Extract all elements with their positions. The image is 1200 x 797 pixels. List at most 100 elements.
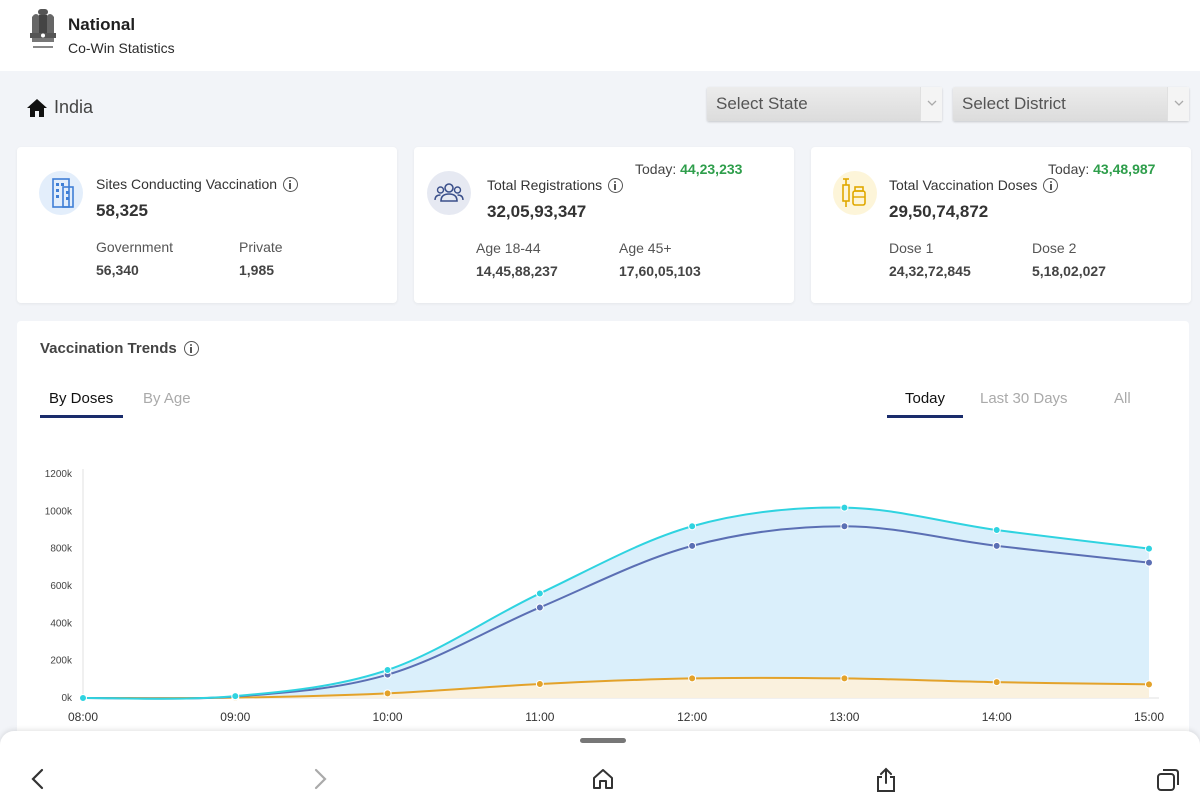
registrations-today-value: 44,23,233 (680, 161, 743, 177)
registrations-icon-badge (427, 171, 471, 215)
registrations-card: Today: 44,23,233 Total Registrations 32,… (414, 147, 794, 303)
district-select-arrow (1167, 87, 1189, 121)
state-select[interactable]: Select State (707, 87, 942, 121)
government-value: 56,340 (96, 262, 139, 278)
total-point (231, 692, 240, 701)
dose1-point (535, 603, 544, 612)
vaccination-trends-panel: Vaccination Trends By Doses By Age Today… (17, 321, 1189, 797)
y-tick-label: 800k (50, 544, 73, 555)
x-tick-label: 09:00 (220, 710, 250, 724)
doses-title: Total Vaccination Doses (889, 177, 1059, 193)
total-point (383, 666, 392, 674)
trends-title: Vaccination Trends (40, 340, 199, 357)
vaccination-trend-chart: 0k 200k 400k 600k 800k 1000k 1200k 08:00 09:00 10… (45, 469, 1164, 724)
x-tick-label: 08:00 (68, 710, 98, 724)
district-select[interactable]: Select District (953, 87, 1189, 121)
age-18-44-label: Age 18-44 (476, 240, 541, 256)
sites-title-text: Sites Conducting Vaccination (96, 176, 278, 192)
info-icon[interactable] (283, 176, 299, 192)
total-area (83, 507, 1149, 699)
doses-icon-badge (833, 171, 877, 215)
tab-by-age[interactable]: By Age (143, 390, 191, 407)
dose1-point (1145, 558, 1153, 567)
total-point (1145, 544, 1153, 553)
state-select-arrow (920, 87, 942, 121)
age-45-label: Age 45+ (619, 240, 672, 256)
private-label: Private (239, 239, 283, 255)
doses-title-text: Total Vaccination Doses (889, 177, 1038, 193)
vaccine-icon (842, 178, 866, 207)
y-tick-label: 1200k (45, 469, 73, 480)
y-tick-label: 600k (50, 581, 73, 592)
y-tick-label: 200k (50, 656, 73, 667)
tabs-icon[interactable] (1156, 768, 1180, 792)
tab-all[interactable]: All (1114, 390, 1131, 407)
registrations-title: Total Registrations (487, 177, 624, 193)
dose2-area (83, 677, 1149, 699)
total-point (840, 503, 849, 512)
dose1-label: Dose 1 (889, 240, 934, 256)
registrations-today: Today: 44,23,233 (635, 161, 742, 177)
district-select-label: Select District (962, 94, 1066, 113)
tab-by-doses[interactable]: By Doses (40, 390, 124, 418)
dose2-point (992, 678, 1001, 687)
browser-home-icon[interactable] (592, 768, 614, 790)
sites-icon-badge (39, 171, 83, 215)
dose1-point (840, 522, 849, 531)
app-subtitle: Co-Win Statistics (68, 40, 175, 56)
dose2-point (840, 674, 849, 683)
x-tick-label: 12:00 (677, 710, 707, 724)
dose2-label: Dose 2 (1032, 240, 1077, 256)
share-icon[interactable] (875, 767, 897, 793)
back-icon[interactable] (30, 767, 46, 791)
info-icon[interactable] (183, 341, 199, 356)
doses-card: Today: 43,48,987 Total Vaccination Doses… (811, 147, 1191, 303)
total-point (535, 589, 544, 598)
top-bar: National Co-Win Statistics (0, 0, 1200, 71)
y-tick-label: 400k (50, 618, 73, 629)
today-label: Today: (635, 161, 677, 177)
government-label: Government (96, 239, 174, 255)
dose2-line (82, 676, 1150, 700)
x-tick-label: 13:00 (829, 710, 859, 724)
trends-title-text: Vaccination Trends (40, 340, 177, 357)
breadcrumb[interactable]: India (26, 97, 93, 118)
total-line (82, 506, 1150, 700)
app-title: National (68, 15, 136, 34)
private-value: 1,985 (239, 262, 275, 278)
browser-toolbar (0, 731, 1200, 797)
building-icon (52, 178, 74, 208)
sites-card: Sites Conducting Vaccination 58,325 Gove… (17, 147, 397, 303)
doses-value: 29,50,74,872 (889, 202, 989, 221)
x-tick-label: 11:00 (525, 710, 554, 724)
dose1-point (992, 541, 1001, 550)
dose2-value: 5,18,02,027 (1032, 263, 1106, 279)
doses-today: Today: 43,48,987 (1048, 161, 1155, 177)
registrations-title-text: Total Registrations (487, 177, 603, 193)
x-tick-label: 15:00 (1134, 710, 1164, 724)
y-tick-label: 0k (61, 693, 73, 704)
state-select-label: Select State (716, 94, 808, 113)
chevron-down-icon (927, 100, 937, 106)
dose1-value: 24,32,72,845 (889, 263, 971, 279)
breadcrumb-location: India (54, 97, 94, 117)
age-18-44-value: 14,45,88,237 (476, 263, 558, 279)
drag-handle[interactable] (580, 738, 626, 743)
x-tick-label: 14:00 (982, 710, 1012, 724)
info-icon[interactable] (608, 177, 624, 193)
y-tick-label: 1000k (45, 506, 73, 517)
doses-today-value: 43,48,987 (1093, 161, 1156, 177)
national-emblem-icon (30, 9, 56, 48)
total-point (79, 694, 87, 702)
people-icon (434, 183, 464, 202)
home-icon (27, 98, 47, 117)
dose2-point (688, 674, 697, 683)
info-icon[interactable] (1043, 177, 1059, 193)
sites-title: Sites Conducting Vaccination (96, 176, 299, 192)
dose1-point (688, 541, 697, 550)
chevron-down-icon (1174, 100, 1184, 106)
tab-today[interactable]: Today (887, 390, 964, 418)
tab-last-30-days[interactable]: Last 30 Days (980, 390, 1068, 407)
forward-icon[interactable] (312, 767, 328, 791)
dose2-point (383, 689, 392, 698)
